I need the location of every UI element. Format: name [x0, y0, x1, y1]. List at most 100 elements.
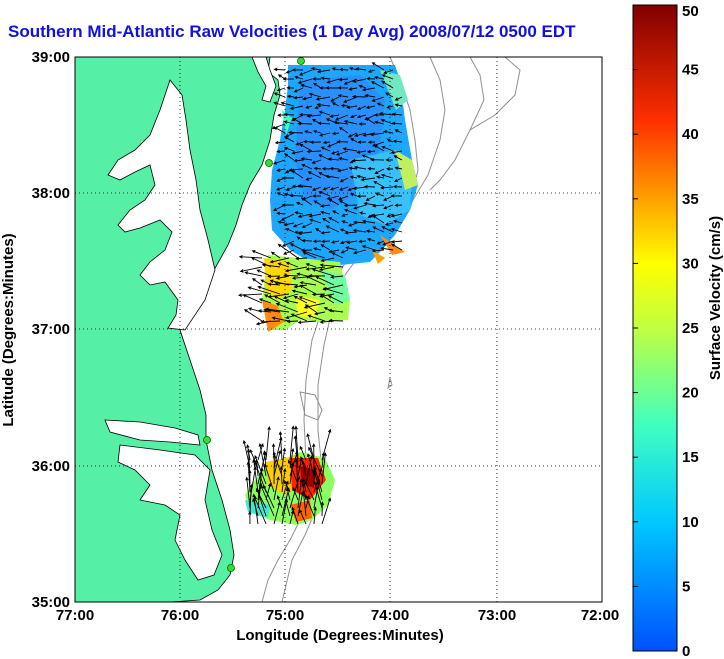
velocity-arrow	[390, 194, 403, 198]
velocity-arrow	[312, 82, 322, 89]
velocity-arrow	[383, 69, 394, 75]
velocity-arrow	[328, 249, 340, 254]
velocity-arrow	[265, 425, 271, 461]
velocity-arrow	[311, 443, 316, 469]
velocity-arrow	[294, 230, 304, 235]
velocity-arrow	[356, 114, 367, 119]
velocity-arrow	[327, 141, 340, 148]
velocity-arrow	[299, 143, 313, 152]
velocity-arrow	[383, 204, 394, 210]
map-title: Southern Mid-Atlantic Raw Velocities (1 …	[8, 22, 576, 41]
radar-site-marker	[227, 564, 235, 572]
velocity-arrow	[293, 96, 304, 100]
velocity-arrow	[341, 213, 349, 217]
velocity-arrow	[328, 217, 340, 224]
velocity-arrow	[394, 96, 403, 101]
velocity-arrow	[376, 240, 385, 245]
velocity-arrow	[283, 120, 295, 125]
velocity-arrow	[273, 476, 280, 501]
velocity-arrow	[286, 94, 295, 99]
velocity-arrow	[273, 501, 281, 525]
velocity-arrow	[292, 222, 304, 228]
colorbar-tick-label: 30	[682, 255, 699, 272]
colorbar-tick-label: 35	[682, 191, 699, 208]
velocity-arrow	[374, 113, 385, 117]
velocity-arrow	[291, 170, 304, 179]
velocity-arrow	[340, 103, 349, 108]
velocity-arrow	[283, 136, 295, 143]
velocity-arrow	[374, 75, 385, 80]
y-tick-label: 39:00	[32, 49, 70, 66]
velocity-arrow	[308, 213, 322, 218]
velocity-arrow	[297, 231, 313, 236]
velocity-arrow	[343, 203, 358, 208]
velocity-arrow	[371, 248, 385, 253]
velocity-arrow	[318, 154, 331, 161]
velocity-arrow	[306, 149, 322, 154]
colorbar-tick-label: 15	[682, 449, 699, 466]
velocity-arrow	[359, 211, 367, 215]
velocity-arrow	[289, 461, 295, 485]
velocity-arrow	[394, 103, 403, 107]
velocity-arrow	[373, 181, 385, 188]
velocity-arrow	[270, 251, 281, 259]
velocity-arrow	[275, 186, 286, 191]
velocity-arrow	[291, 184, 304, 189]
velocity-arrow	[298, 296, 317, 304]
velocity-arrow	[366, 76, 376, 81]
velocity-arrow	[285, 227, 295, 233]
velocity-arrow	[311, 159, 322, 164]
velocity-arrow	[314, 105, 322, 110]
velocity-arrow	[299, 509, 307, 525]
velocity-arrow	[336, 139, 349, 144]
velocity-arrow	[352, 78, 367, 83]
velocity-arrow	[315, 276, 335, 286]
velocity-arrow	[312, 194, 322, 198]
velocity-arrow	[306, 453, 315, 477]
velocity-arrow	[273, 101, 286, 107]
velocity-arrow	[325, 118, 340, 125]
velocity-arrow	[304, 481, 315, 501]
velocity-arrow	[353, 220, 367, 224]
velocity-arrow	[347, 132, 358, 138]
velocity-arrow	[251, 278, 263, 286]
velocity-arrow	[384, 222, 394, 226]
velocity-arrow	[380, 173, 394, 179]
velocity-arrow	[305, 266, 326, 271]
velocity-arrow	[289, 193, 304, 198]
velocity-arrow	[264, 294, 281, 304]
velocity-arrow	[353, 204, 367, 210]
velocity-arrow	[311, 186, 322, 191]
velocity-arrow	[276, 149, 286, 154]
velocity-arrow	[380, 186, 394, 190]
velocity-arrow	[300, 197, 313, 206]
velocity-arrow	[284, 266, 308, 273]
velocity-arrow	[313, 467, 323, 493]
velocity-arrow	[391, 240, 403, 244]
velocity-arrow	[238, 255, 263, 259]
velocity-arrow	[247, 286, 272, 295]
velocity-arrow	[242, 294, 263, 304]
velocity-arrow	[343, 208, 358, 215]
velocity-arrow	[276, 87, 286, 92]
y-tick-label: 36:00	[32, 458, 70, 475]
velocity-arrow	[305, 262, 317, 268]
velocity-arrow	[301, 222, 313, 229]
velocity-arrow	[269, 257, 290, 264]
colorbar-tick-label: 10	[682, 514, 699, 531]
velocity-arrow	[338, 126, 349, 134]
x-tick-label: 75:00	[266, 607, 304, 624]
velocity-arrow	[338, 186, 349, 191]
velocity-arrow	[299, 284, 317, 295]
velocity-arrow	[337, 94, 349, 98]
velocity-arrow	[310, 67, 322, 71]
velocity-arrow	[261, 263, 281, 268]
delaware-bay	[251, 57, 277, 103]
velocity-arrow	[292, 486, 299, 501]
velocity-arrow	[263, 484, 275, 509]
velocity-arrow	[311, 292, 326, 297]
velocity-arrow	[353, 249, 367, 255]
velocity-arrow	[313, 480, 323, 509]
velocity-arrow	[297, 457, 303, 477]
velocity-arrow	[319, 320, 335, 324]
